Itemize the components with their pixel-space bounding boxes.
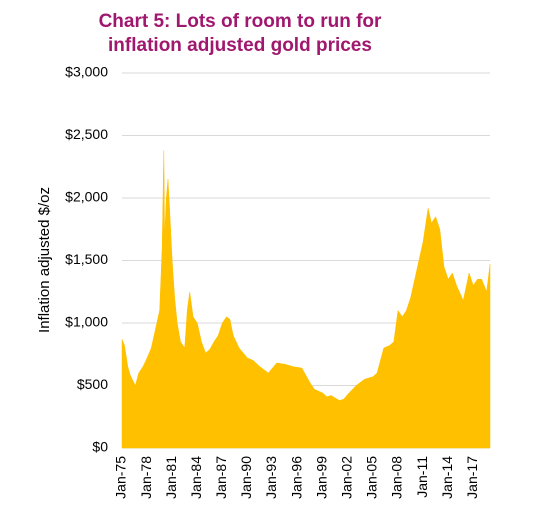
x-tick-label: Jan-02 — [339, 456, 355, 499]
y-tick-label: $1,000 — [65, 314, 108, 330]
x-tick-label: Jan-81 — [163, 456, 179, 499]
x-tick-label: Jan-14 — [439, 456, 455, 499]
x-tick-label: Jan-11 — [414, 456, 430, 498]
x-tick-label: Jan-87 — [213, 456, 229, 499]
y-tick-label: $1,500 — [65, 251, 108, 267]
x-tick-label: Jan-93 — [263, 456, 279, 499]
x-tick-label: Jan-17 — [464, 456, 480, 499]
area — [121, 150, 491, 449]
y-axis-label: Inflation adjusted $/oz — [36, 187, 53, 333]
x-tick-label: Jan-84 — [188, 456, 204, 499]
chart-title: Chart 5: Lots of room to run for — [99, 11, 382, 32]
x-tick-label: Jan-08 — [389, 456, 405, 499]
x-tick-label: Jan-99 — [313, 456, 329, 499]
x-tick-label: Jan-96 — [288, 456, 304, 499]
y-tick-label: $0 — [92, 439, 108, 455]
x-tick-label: Jan-90 — [238, 456, 254, 499]
y-tick-label: $3,000 — [65, 64, 108, 80]
y-tick-label: $500 — [77, 376, 108, 392]
x-tick-label: Jan-78 — [138, 456, 154, 499]
y-tick-label: $2,000 — [65, 189, 108, 205]
x-tick-label: Jan-05 — [364, 456, 380, 499]
chart-title: inflation adjusted gold prices — [108, 35, 372, 56]
x-tick-label: Jan-75 — [113, 456, 129, 499]
y-tick-label: $2,500 — [65, 126, 108, 142]
